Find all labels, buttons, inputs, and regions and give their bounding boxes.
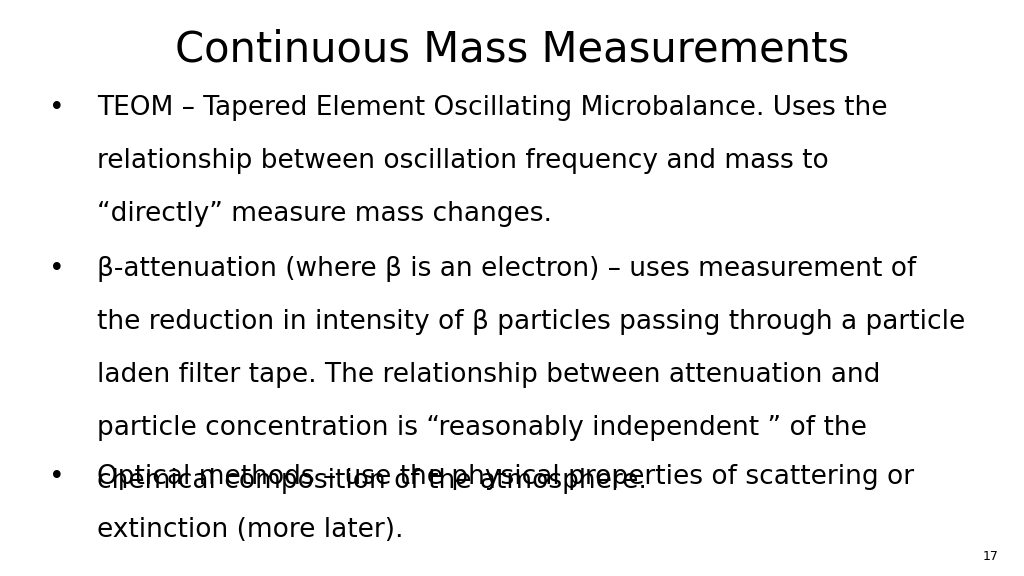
Text: •: • [48, 464, 65, 490]
Text: extinction (more later).: extinction (more later). [97, 517, 403, 543]
Text: the reduction in intensity of β particles passing through a particle: the reduction in intensity of β particle… [97, 309, 966, 335]
Text: Continuous Mass Measurements: Continuous Mass Measurements [175, 29, 849, 71]
Text: β-attenuation (where β is an electron) – uses measurement of: β-attenuation (where β is an electron) –… [97, 256, 916, 282]
Text: relationship between oscillation frequency and mass to: relationship between oscillation frequen… [97, 148, 829, 174]
Text: laden filter tape. The relationship between attenuation and: laden filter tape. The relationship betw… [97, 362, 881, 388]
Text: Optical methods – use the physical properties of scattering or: Optical methods – use the physical prope… [97, 464, 914, 490]
Text: 17: 17 [982, 550, 998, 563]
Text: “directly” measure mass changes.: “directly” measure mass changes. [97, 201, 552, 227]
Text: TEOM – Tapered Element Oscillating Microbalance. Uses the: TEOM – Tapered Element Oscillating Micro… [97, 95, 888, 121]
Text: •: • [48, 95, 65, 121]
Text: chemical composition of the atmosphere.: chemical composition of the atmosphere. [97, 468, 647, 494]
Text: particle concentration is “reasonably independent ” of the: particle concentration is “reasonably in… [97, 415, 867, 441]
Text: •: • [48, 256, 65, 282]
